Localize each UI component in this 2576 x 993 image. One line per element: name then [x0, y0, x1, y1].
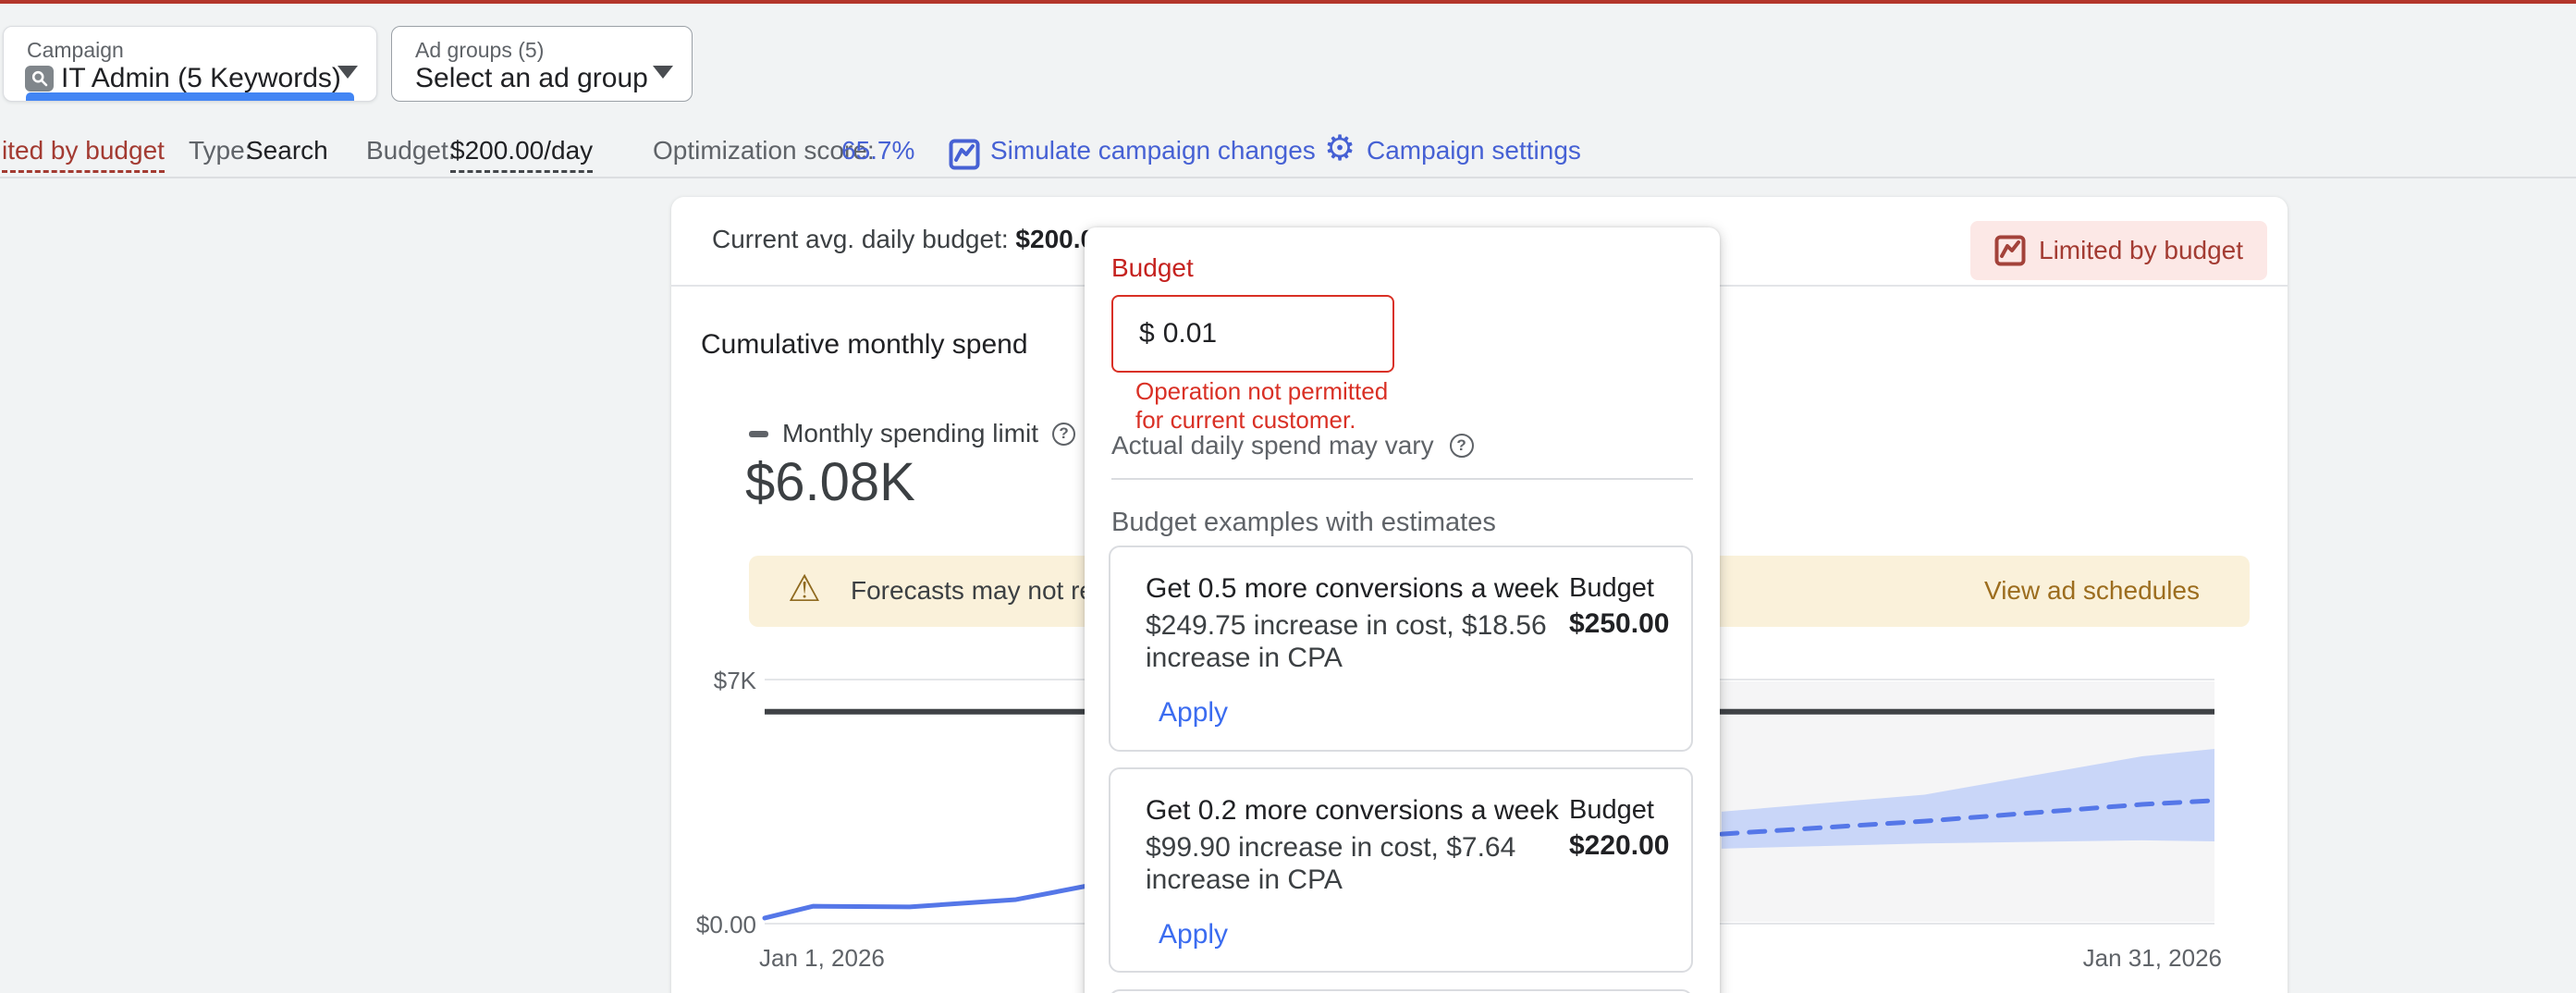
example-desc-line1: $249.75 increase in cost, $18.56: [1146, 609, 1547, 642]
ad-group-selector-label: Ad groups (5): [415, 38, 544, 63]
section-title: Cumulative monthly spend: [701, 329, 1028, 361]
campaign-selector[interactable]: Campaign IT Admin (5 Keywords): [3, 26, 377, 102]
x-label-end: Jan 31, 2026: [2037, 944, 2222, 973]
warning-text: Forecasts may not refl: [851, 576, 1107, 606]
note-text: Actual daily spend may vary: [1111, 431, 1434, 460]
budget-input-value: 0.01: [1163, 318, 1217, 349]
daily-spend-note: Actual daily spend may vary ?: [1111, 431, 1474, 460]
warning-triangle-icon: ⚠: [788, 567, 821, 611]
budget-example-card-partial: [1109, 989, 1693, 993]
budget-label: Budget:: [366, 136, 456, 166]
example-budget-value: $220.00: [1569, 830, 1669, 862]
currency-prefix: $: [1139, 318, 1155, 349]
apply-button[interactable]: Apply: [1159, 697, 1228, 729]
budget-example-card: Get 0.2 more conversions a week $99.90 i…: [1109, 767, 1693, 973]
budget-value[interactable]: $200.00/day: [450, 136, 593, 173]
top-accent-strip: [0, 0, 2576, 4]
help-icon[interactable]: ?: [1052, 423, 1075, 446]
chart-legend: Monthly spending limit ?: [749, 419, 1075, 448]
simulate-campaign-changes-link[interactable]: Simulate campaign changes: [990, 136, 1316, 166]
example-budget-value: $250.00: [1569, 608, 1669, 640]
example-budget-label: Budget: [1569, 573, 1654, 604]
limited-by-budget-status[interactable]: ited by budget: [2, 136, 165, 173]
limit-line-legend-swatch: [749, 431, 768, 437]
current-budget-label: Current avg. daily budget:: [712, 225, 1009, 253]
campaign-selector-value: IT Admin (5 Keywords): [61, 63, 341, 94]
focus-underline: [26, 92, 354, 101]
example-title: Get 0.2 more conversions a week: [1146, 795, 1559, 827]
budget-edit-popup: Budget $ 0.01 Operation not permitted fo…: [1085, 227, 1720, 993]
optimization-score-value[interactable]: 65.7%: [841, 136, 914, 166]
apply-button[interactable]: Apply: [1159, 919, 1228, 950]
campaign-selector-label: Campaign: [27, 38, 124, 63]
x-label-start: Jan 1, 2026: [759, 944, 885, 973]
badge-chart-icon: [1994, 235, 2026, 266]
chevron-down-icon: [653, 66, 673, 79]
simulate-chart-icon: [949, 139, 980, 175]
popup-title: Budget: [1111, 253, 1194, 283]
monthly-limit-value: $6.08K: [745, 451, 915, 513]
limited-by-budget-badge[interactable]: Limited by budget: [1970, 221, 2267, 280]
help-icon[interactable]: ?: [1450, 434, 1474, 458]
example-desc-line2: increase in CPA: [1146, 642, 1547, 674]
campaign-settings-link[interactable]: Campaign settings: [1367, 136, 1581, 166]
y-tick-7k: $7K: [647, 667, 756, 695]
type-value: Search: [246, 136, 328, 166]
view-ad-schedules-link[interactable]: View ad schedules: [1984, 576, 2200, 606]
ad-group-selector-value: Select an ad group: [415, 63, 648, 94]
search-icon: [25, 66, 54, 92]
legend-label: Monthly spending limit: [782, 419, 1038, 448]
google-ads-budget-page: Campaign IT Admin (5 Keywords) Ad groups…: [0, 0, 2576, 993]
gear-icon: ⚙: [1324, 131, 1355, 166]
example-description: $99.90 increase in cost, $7.64 increase …: [1146, 831, 1515, 896]
example-desc-line2: increase in CPA: [1146, 864, 1515, 896]
header-divider: [0, 177, 2576, 178]
badge-label: Limited by budget: [2039, 236, 2243, 265]
examples-title: Budget examples with estimates: [1111, 508, 1496, 538]
error-line-1: Operation not permitted: [1135, 377, 1388, 406]
example-desc-line1: $99.90 increase in cost, $7.64: [1146, 831, 1515, 864]
budget-example-card: Get 0.5 more conversions a week $249.75 …: [1109, 546, 1693, 752]
type-label: Type:: [189, 136, 251, 166]
example-budget-label: Budget: [1569, 795, 1654, 826]
budget-input[interactable]: $ 0.01: [1111, 295, 1394, 373]
chevron-down-icon: [337, 66, 358, 79]
example-title: Get 0.5 more conversions a week: [1146, 573, 1559, 605]
ad-group-selector[interactable]: Ad groups (5) Select an ad group: [391, 26, 693, 102]
example-description: $249.75 increase in cost, $18.56 increas…: [1146, 609, 1547, 674]
popup-divider: [1111, 478, 1693, 480]
y-tick-0: $0.00: [647, 911, 756, 939]
error-message: Operation not permitted for current cust…: [1135, 377, 1388, 435]
